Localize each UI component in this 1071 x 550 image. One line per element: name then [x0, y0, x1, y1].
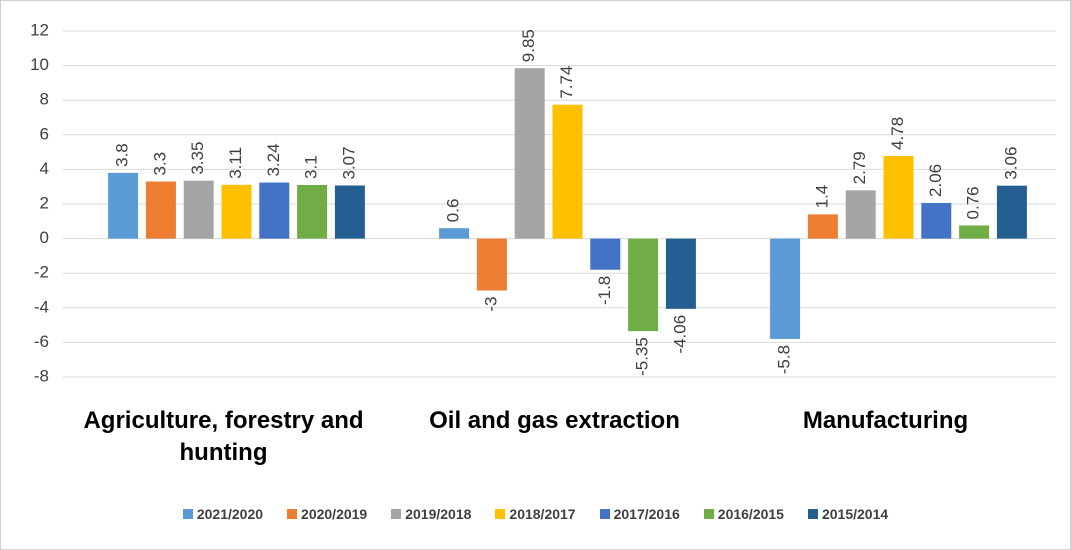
data-label: 2.79	[850, 151, 869, 184]
y-tick-label: 4	[40, 159, 49, 178]
bar	[770, 238, 801, 339]
y-tick-label: -8	[34, 366, 49, 385]
data-label: 7.74	[557, 66, 576, 99]
data-label: 3.07	[339, 146, 358, 179]
bar	[590, 238, 621, 270]
data-label: -4.06	[670, 315, 689, 354]
legend-label: 2021/2020	[196, 506, 264, 522]
data-label: -5.8	[775, 345, 794, 374]
y-tick-label: -2	[34, 263, 49, 282]
legend-item: 2015/2014	[807, 506, 889, 522]
y-tick-label: 10	[30, 55, 49, 74]
legend-item: 2018/2017	[495, 506, 576, 522]
bar	[145, 181, 176, 239]
legend-swatch	[391, 509, 402, 519]
bar	[996, 185, 1027, 239]
legend-item: 2021/2020	[182, 506, 264, 522]
bar	[921, 202, 952, 239]
legend-swatch	[599, 509, 610, 519]
bar	[221, 184, 252, 239]
bar	[514, 68, 545, 239]
x-tick-label: Oil and gas extraction	[429, 407, 680, 434]
bar	[439, 228, 470, 239]
legend-item: 2017/2016	[599, 506, 680, 522]
y-tick-label: 12	[30, 20, 49, 39]
legend-item: 2020/2019	[287, 506, 367, 522]
bar	[665, 238, 696, 309]
x-tick-label: Agriculture, forestry and hunting	[83, 407, 364, 466]
legend-label: 2019/2018	[405, 506, 472, 522]
bar	[334, 185, 365, 239]
legend-label: 2020/2019	[301, 506, 368, 522]
legend-label: 2018/2017	[509, 506, 576, 522]
bar	[959, 225, 990, 239]
bar	[108, 172, 139, 239]
y-tick-label: 6	[40, 124, 49, 143]
bar	[259, 182, 290, 239]
legend-swatch	[287, 509, 298, 519]
bar	[183, 180, 214, 239]
y-tick-label: 2	[40, 193, 49, 212]
legend-swatch	[495, 509, 506, 519]
legend-item: 2016/2015	[703, 506, 784, 522]
data-label: 3.06	[1001, 147, 1020, 180]
bar	[628, 238, 659, 332]
bar	[552, 104, 583, 239]
data-label: 2.06	[926, 164, 945, 197]
bar	[845, 190, 876, 239]
data-label: 3.35	[188, 142, 207, 175]
data-label: 3.11	[226, 147, 245, 179]
bar	[297, 184, 328, 239]
legend-label: 2016/2015	[717, 506, 784, 522]
legend-item: 2019/2018	[391, 506, 471, 522]
data-label: 0.76	[964, 186, 983, 219]
x-tick-label: Manufacturing	[802, 407, 969, 434]
legend-swatch	[182, 509, 193, 519]
data-label: 3.3	[150, 152, 169, 176]
data-label: 3.24	[264, 143, 283, 176]
y-tick-label: 0	[40, 228, 49, 247]
y-tick-label: -4	[34, 297, 49, 316]
bar	[476, 238, 507, 291]
y-tick-label: -6	[34, 332, 49, 351]
data-label: 3.1	[302, 155, 321, 179]
data-label: 9.85	[519, 29, 538, 62]
legend-label: 2015/2014	[821, 506, 889, 522]
data-label: -3	[481, 297, 500, 312]
data-label: 0.6	[444, 199, 463, 223]
legend-label: 2017/2016	[613, 506, 680, 522]
legend-swatch	[703, 509, 714, 519]
legend: 2021/2020 2020/2019 2019/2018 2018/2017 2017…	[1, 506, 1070, 522]
data-label: -5.35	[633, 337, 652, 376]
data-label: -1.8	[595, 276, 614, 305]
legend-swatch	[807, 509, 818, 519]
bar	[883, 155, 914, 239]
data-label: 3.8	[113, 143, 132, 167]
bar	[807, 214, 838, 239]
y-tick-label: 8	[40, 90, 49, 109]
data-label: 1.4	[812, 185, 831, 209]
data-label: 4.78	[888, 117, 907, 150]
